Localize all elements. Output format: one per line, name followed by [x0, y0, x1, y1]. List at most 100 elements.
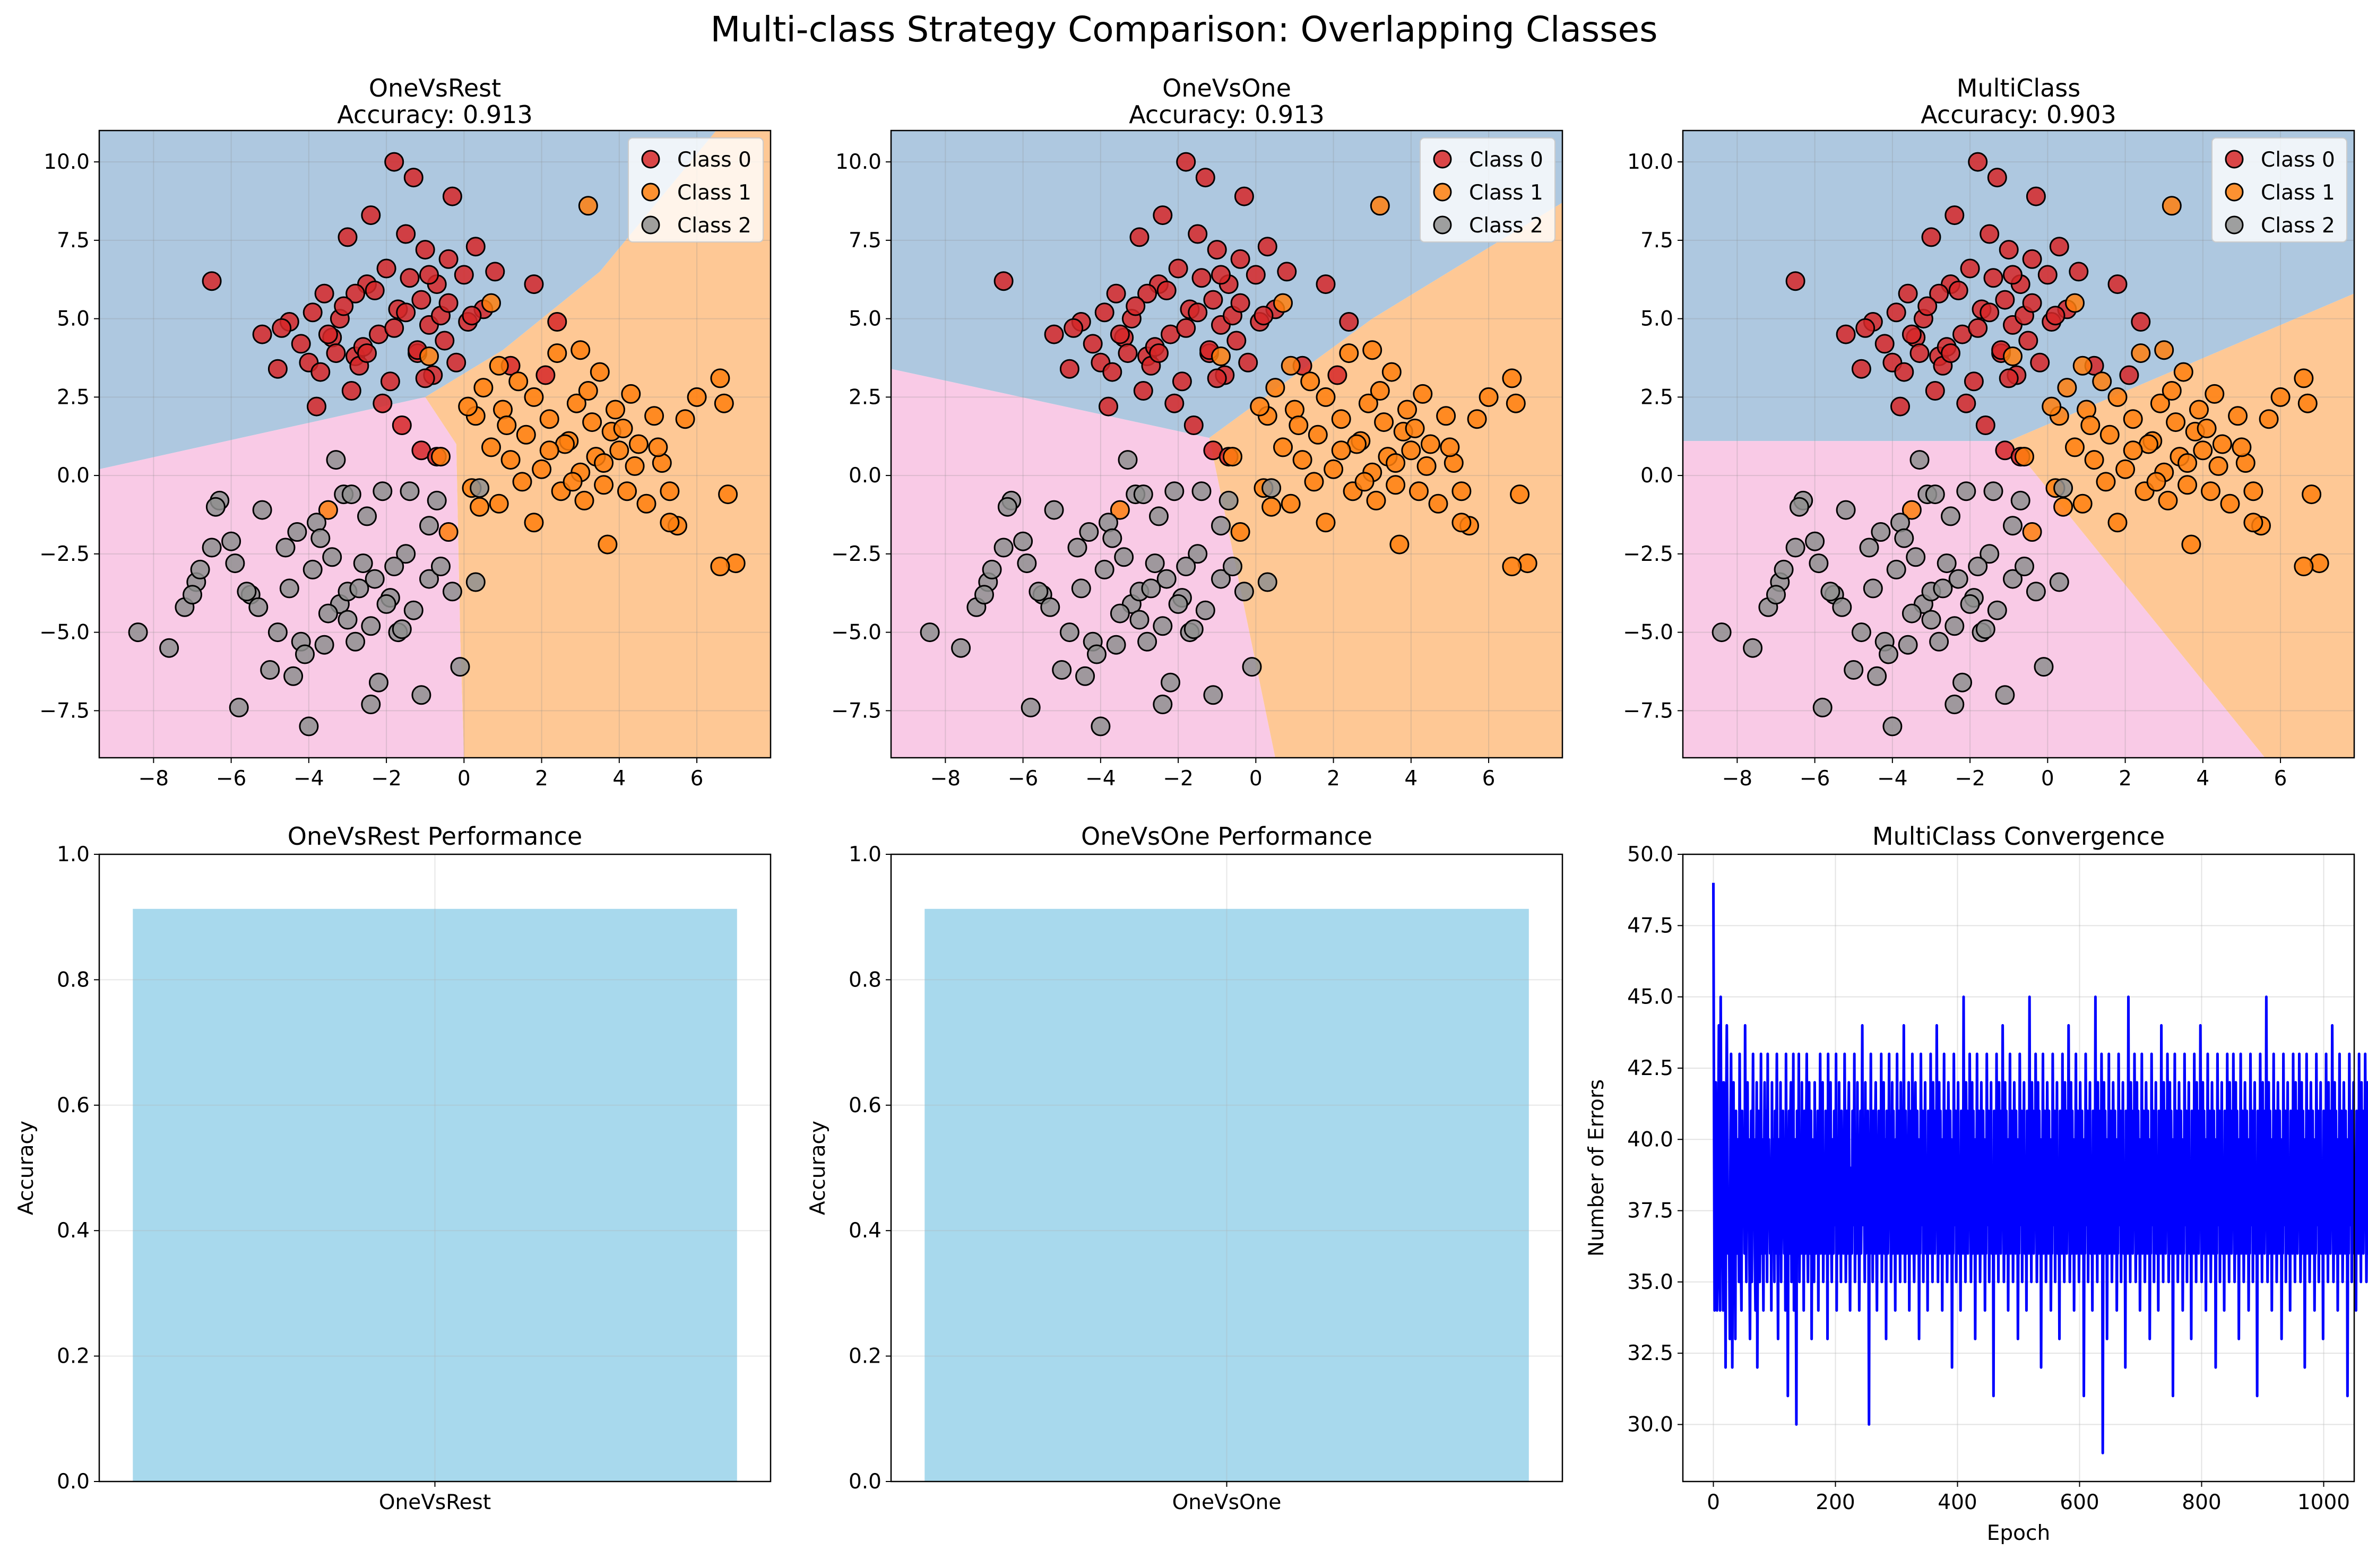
x-tick-label: 4 [1404, 767, 1418, 791]
data-point-class-1 [2099, 425, 2120, 445]
data-point-class-1 [1467, 409, 1487, 429]
x-tick-label: 800 [2182, 1491, 2221, 1514]
data-point-class-2 [1094, 559, 1114, 579]
data-point-class-1 [2294, 557, 2314, 576]
data-point-class-2 [1882, 716, 1903, 737]
data-point-class-1 [489, 356, 509, 376]
data-point-class-0 [415, 240, 435, 260]
y-tick-label: −7.5 [831, 699, 881, 723]
data-point-class-0 [384, 152, 404, 172]
data-point-class-2 [1863, 578, 1883, 599]
data-point-class-2 [1995, 685, 2015, 705]
data-point-class-0 [1917, 296, 1938, 316]
data-point-class-0 [524, 274, 544, 294]
data-point-class-1 [1502, 557, 1522, 576]
data-point-class-2 [373, 481, 393, 501]
data-point-class-2 [920, 622, 940, 643]
data-point-class-2 [2053, 478, 2073, 498]
data-point-class-0 [1909, 343, 1930, 363]
data-point-class-0 [1172, 371, 1192, 392]
data-point-class-1 [625, 456, 645, 476]
data-point-class-0 [1059, 359, 1079, 379]
data-point-class-1 [1273, 437, 1293, 457]
data-point-class-0 [411, 290, 431, 310]
data-point-class-2 [357, 506, 377, 526]
data-point-class-2 [229, 697, 249, 717]
data-point-class-2 [1944, 695, 1965, 714]
data-point-class-1 [431, 447, 451, 467]
legend-label-class-2: Class 2 [1469, 214, 1543, 238]
data-point-class-1 [710, 368, 730, 388]
data-point-class-1 [660, 513, 680, 533]
data-point-class-2 [1129, 610, 1150, 630]
subplot-title-2-line2: Accuracy: 0.913 [1129, 100, 1324, 129]
subplot-title-1-line2: Accuracy: 0.913 [337, 100, 532, 129]
data-point-class-2 [1968, 557, 1988, 576]
data-point-class-2 [205, 497, 226, 517]
y-tick-label: 0.0 [57, 464, 90, 488]
data-point-class-2 [1261, 478, 1282, 498]
data-point-class-0 [373, 393, 393, 413]
data-point-class-1 [318, 500, 338, 520]
data-point-class-0 [1083, 334, 1103, 354]
data-point-class-1 [2042, 396, 2062, 417]
data-point-class-0 [365, 280, 385, 300]
y-tick-label: 0.2 [849, 1345, 881, 1368]
data-point-class-2 [1118, 450, 1138, 470]
data-point-class-0 [442, 186, 462, 206]
data-point-class-1 [1324, 459, 1344, 479]
data-point-class-1 [2201, 481, 2220, 501]
data-point-class-1 [470, 497, 490, 517]
decision-region-class-0 [99, 131, 716, 470]
data-point-class-2 [1921, 610, 1941, 630]
x-tick-label: 2 [1327, 767, 1340, 791]
data-point-class-0 [2107, 274, 2128, 294]
data-point-class-0 [1941, 343, 1960, 363]
data-point-class-2 [279, 578, 299, 599]
data-point-class-1 [2072, 493, 2093, 514]
data-point-class-1 [1300, 371, 1320, 392]
data-point-class-0 [1106, 283, 1126, 304]
data-point-class-2 [365, 569, 385, 589]
data-point-class-1 [1506, 393, 1526, 413]
data-point-class-0 [1995, 290, 2015, 310]
data-point-class-0 [380, 371, 400, 392]
data-point-class-1 [2107, 387, 2128, 407]
data-point-class-0 [1176, 152, 1196, 172]
data-point-class-0 [376, 258, 396, 279]
x-tick-label: 0 [2041, 767, 2054, 791]
data-point-class-2 [1044, 500, 1064, 520]
data-point-class-1 [687, 387, 707, 407]
data-point-class-1 [1389, 534, 1410, 555]
data-point-class-2 [1021, 697, 1041, 717]
data-point-class-0 [1153, 205, 1173, 226]
data-point-class-0 [202, 271, 222, 291]
data-point-class-2 [442, 582, 462, 602]
data-point-class-1 [613, 418, 633, 438]
y-tick-label: −2.5 [831, 542, 881, 566]
data-point-class-1 [438, 522, 459, 542]
x-tick-label: −8 [930, 767, 961, 791]
data-point-class-2 [1257, 572, 1277, 592]
data-point-class-0 [1980, 224, 2000, 244]
data-point-class-0 [1836, 324, 1856, 344]
y-tick-label: 5.0 [849, 307, 881, 331]
data-point-class-0 [1064, 318, 1084, 338]
data-point-class-0 [1327, 365, 1347, 385]
data-point-class-1 [2080, 415, 2101, 435]
x-tick-label: −6 [216, 767, 247, 791]
data-point-class-1 [2131, 343, 2151, 363]
data-point-class-2 [318, 603, 338, 623]
data-point-class-0 [2131, 312, 2151, 332]
data-point-class-2 [275, 538, 296, 558]
data-point-class-1 [2123, 409, 2143, 429]
data-point-class-2 [1110, 603, 1130, 623]
legend-marker-class-2 [641, 215, 660, 235]
y-tick-label: −5.0 [831, 621, 881, 645]
data-point-class-0 [291, 334, 311, 354]
data-point-class-2 [1743, 638, 1763, 658]
data-point-class-1 [2232, 437, 2252, 457]
data-point-class-0 [314, 283, 334, 304]
data-point-class-2 [1040, 597, 1060, 617]
legend-label-class-1: Class 1 [2261, 181, 2335, 205]
